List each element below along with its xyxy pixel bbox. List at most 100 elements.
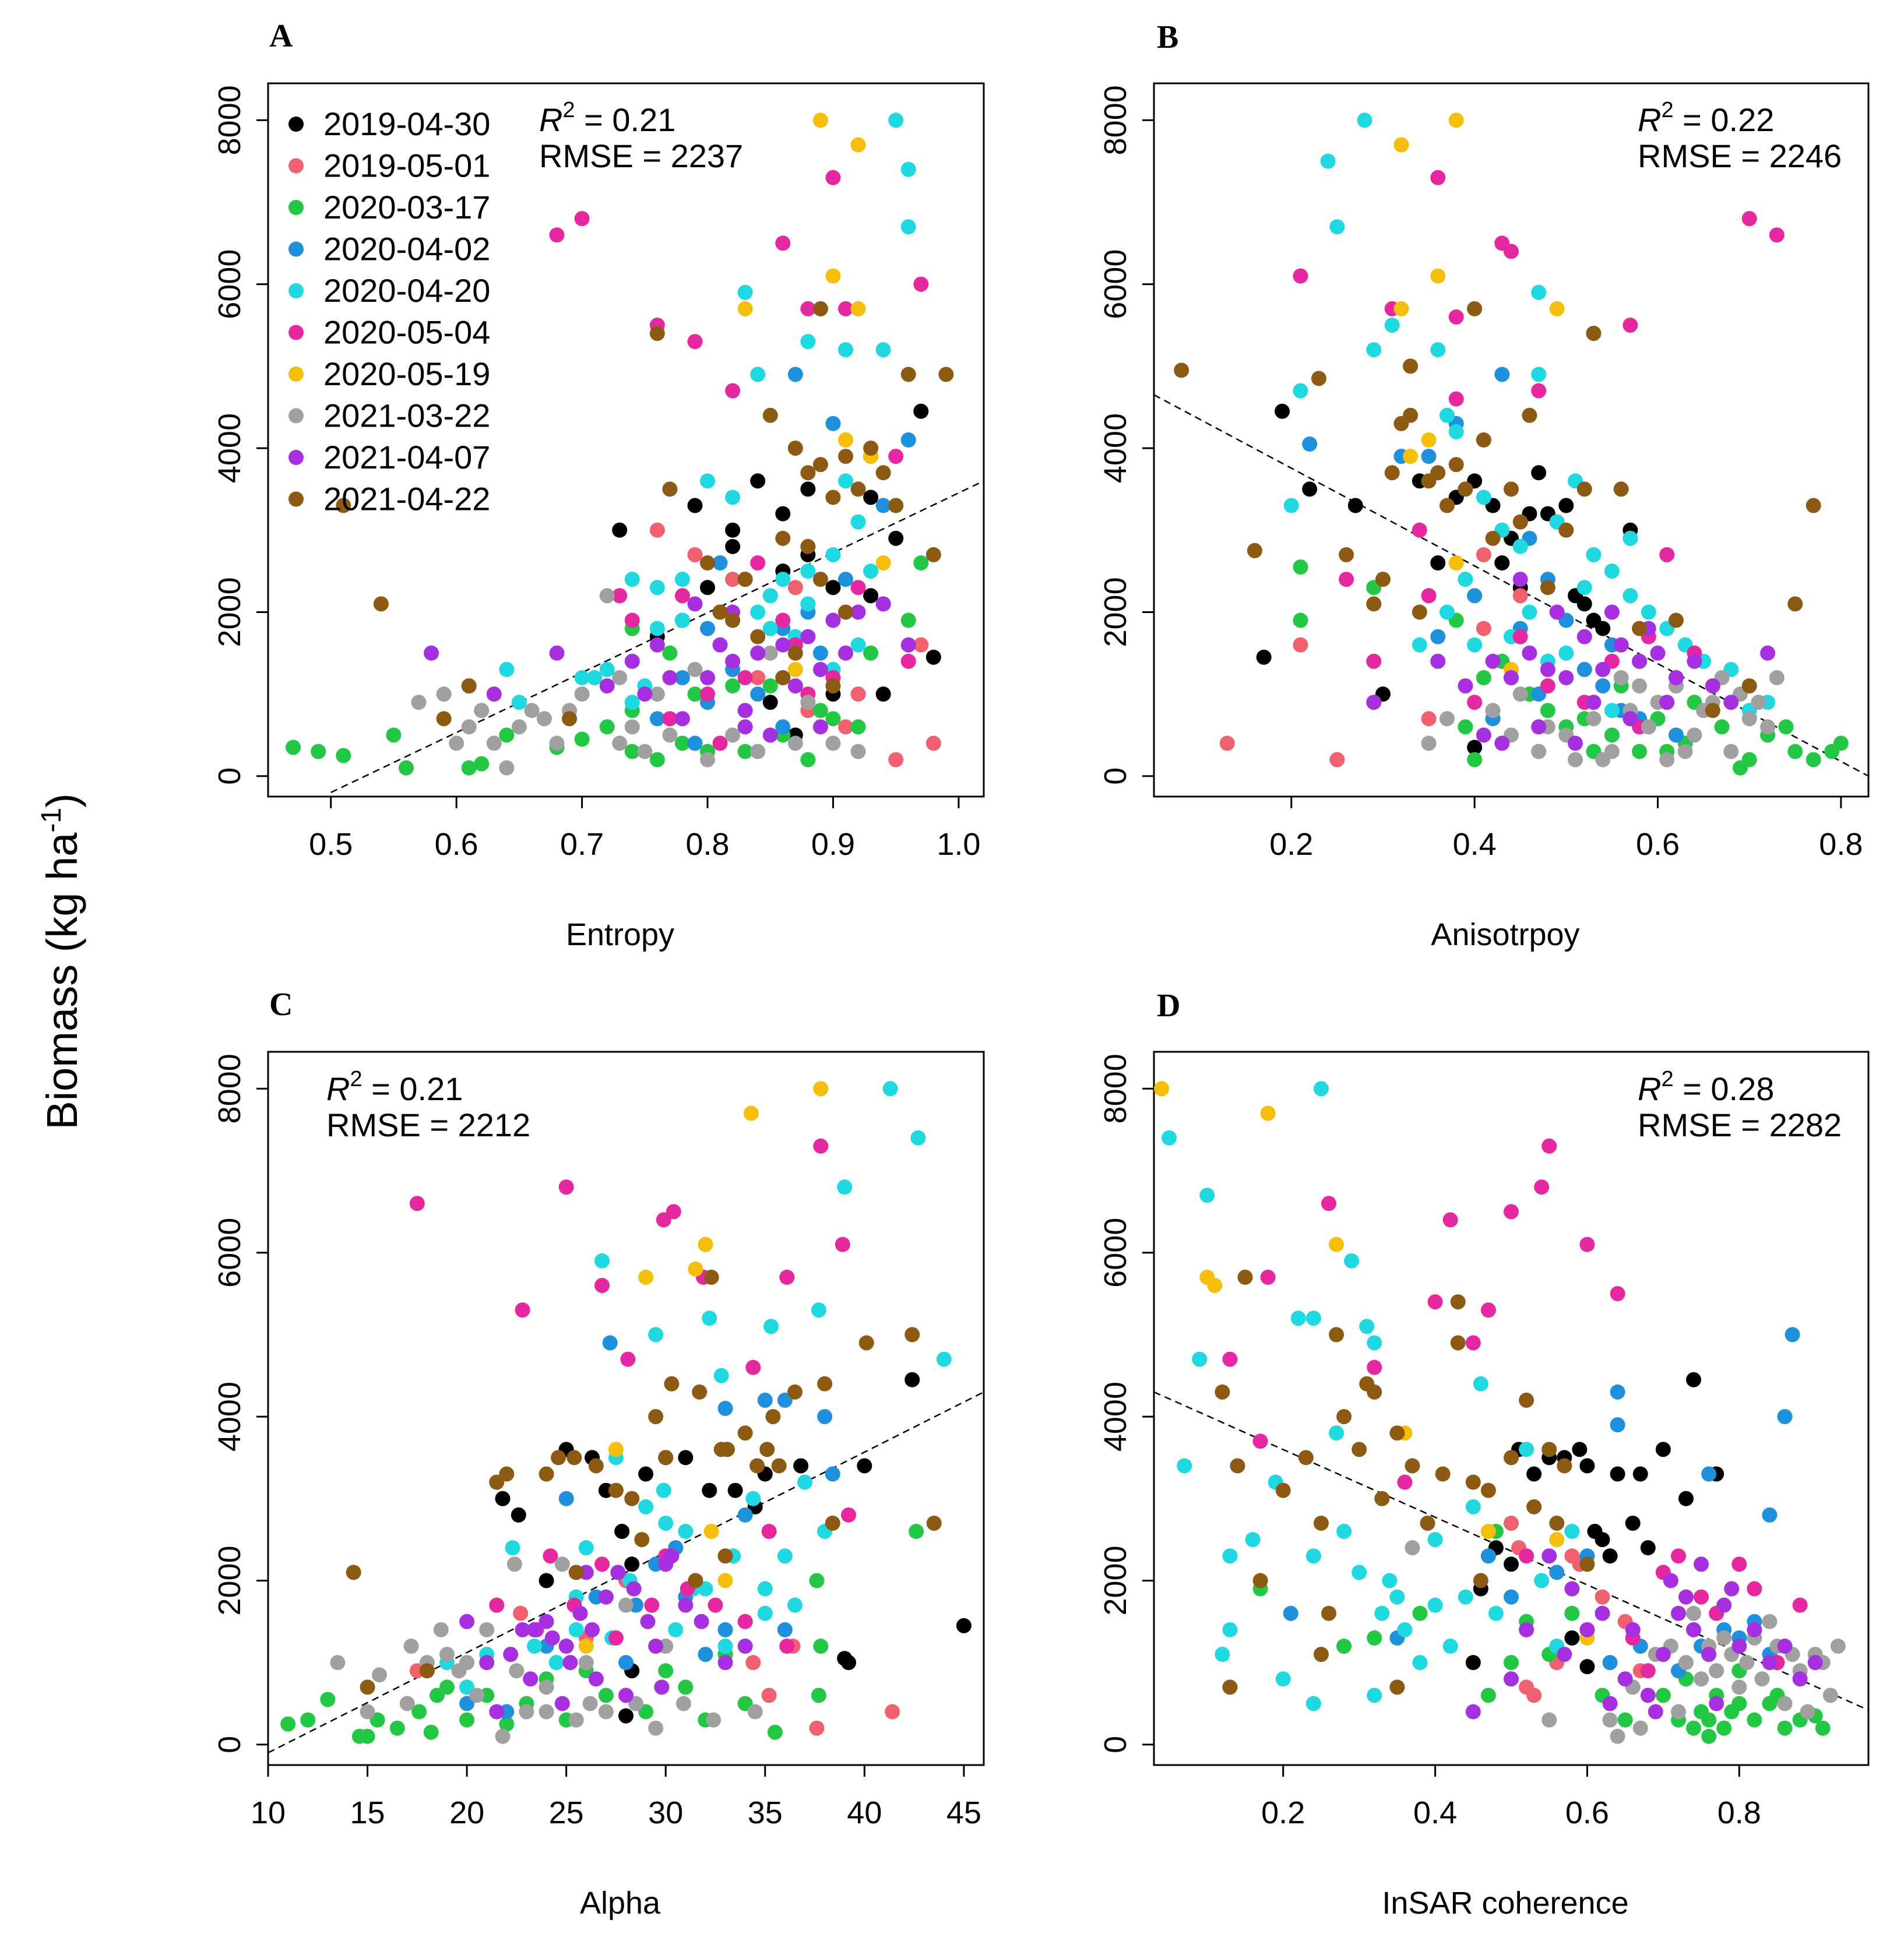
point-2021-04-22 (539, 1466, 554, 1482)
point-2020-04-02 (1467, 588, 1483, 604)
x-tick-label: 35 (748, 1795, 783, 1830)
point-2020-05-04 (813, 1138, 829, 1154)
point-2019-05-01 (745, 1655, 761, 1671)
point-2021-04-22 (905, 1327, 920, 1343)
point-2020-04-02 (1576, 661, 1592, 677)
point-2020-04-20 (1512, 538, 1528, 554)
point-2020-04-02 (602, 1335, 618, 1351)
point-2020-04-20 (837, 1179, 853, 1195)
point-2021-03-22 (762, 645, 778, 661)
point-2021-04-07 (775, 637, 791, 653)
point-2020-05-19 (1448, 555, 1464, 571)
point-2021-04-22 (1613, 481, 1629, 497)
point-2020-04-02 (674, 670, 690, 685)
point-2021-04-07 (1650, 645, 1666, 661)
point-2020-04-02 (1549, 1565, 1565, 1580)
point-2020-03-17 (386, 727, 402, 743)
point-2021-04-07 (1694, 1556, 1709, 1572)
point-2021-04-07 (1465, 1704, 1481, 1720)
point-2021-04-22 (499, 1466, 515, 1482)
point-2020-04-20 (1162, 1130, 1177, 1146)
point-2021-03-22 (637, 744, 653, 759)
point-2020-05-04 (674, 588, 690, 604)
point-2020-03-17 (649, 752, 665, 767)
point-2021-03-22 (1731, 1679, 1747, 1695)
point-2019-05-01 (1476, 621, 1491, 636)
x-tick-label: 0.6 (1636, 827, 1680, 862)
x-tick-label: 45 (946, 1795, 981, 1830)
point-2020-04-02 (825, 415, 841, 431)
point-2020-04-20 (1623, 530, 1638, 546)
point-2021-04-07 (503, 1647, 519, 1662)
legend: 2019-04-30 2019-05-01 2020-03-17 2020-04-02… (288, 105, 490, 517)
point-2021-04-07 (1430, 653, 1446, 669)
point-2020-04-20 (548, 1655, 564, 1671)
point-2021-04-22 (1403, 358, 1419, 374)
point-2021-04-22 (1787, 596, 1803, 612)
point-2020-05-04 (1367, 1359, 1382, 1375)
point-2020-05-04 (737, 1614, 753, 1629)
point-2021-04-07 (637, 686, 653, 702)
point-2020-05-04 (409, 1196, 425, 1211)
point-2020-04-20 (1531, 367, 1547, 382)
point-2021-04-07 (610, 1565, 626, 1580)
point-2019-05-01 (1329, 752, 1345, 767)
point-2021-04-07 (1617, 1671, 1633, 1687)
point-2021-04-22 (750, 629, 766, 644)
point-2021-04-07 (762, 727, 778, 743)
point-2021-04-22 (1450, 1294, 1466, 1310)
point-2021-04-07 (1640, 1688, 1656, 1703)
point-2020-04-20 (1352, 1565, 1367, 1580)
point-2021-03-22 (433, 1622, 449, 1637)
point-2021-04-07 (812, 719, 828, 735)
point-2021-04-22 (765, 1409, 781, 1425)
points-layer (1154, 1081, 1846, 1744)
point-2021-03-22 (1800, 1704, 1815, 1720)
point-2019-04-30 (678, 1450, 694, 1466)
point-2021-04-07 (1731, 1639, 1747, 1654)
legend-label: 2020-04-20 (323, 272, 490, 309)
point-2021-03-22 (330, 1655, 346, 1671)
y-tick-label: 2000 (1098, 1545, 1133, 1615)
y-tick-label: 6000 (1098, 1218, 1133, 1288)
point-2020-04-20 (700, 473, 716, 489)
point-2021-03-22 (675, 1696, 691, 1711)
point-2021-03-22 (612, 670, 628, 685)
point-2020-03-17 (811, 1688, 826, 1703)
point-2021-04-22 (1298, 1450, 1314, 1466)
point-2021-04-07 (1531, 719, 1547, 735)
point-2020-05-04 (1421, 588, 1437, 604)
x-tick-label: 0.8 (685, 827, 729, 862)
point-2020-03-17 (725, 678, 741, 694)
point-2019-05-01 (1421, 711, 1437, 727)
point-2020-05-19 (638, 1269, 654, 1285)
point-2020-04-20 (1215, 1647, 1230, 1662)
point-2020-04-20 (678, 1524, 694, 1540)
point-2020-04-20 (850, 637, 866, 653)
point-2021-04-22 (1557, 1458, 1572, 1474)
point-2020-04-20 (1412, 1655, 1428, 1671)
panel-letter: A (269, 18, 293, 54)
y-axis-title: Biomass (kg ha-1) (36, 793, 86, 1129)
point-2020-04-20 (713, 1368, 729, 1383)
point-2021-04-07 (1613, 637, 1629, 653)
point-2020-03-17 (1412, 1605, 1428, 1621)
point-2020-05-04 (775, 612, 791, 628)
point-2020-05-04 (835, 1237, 850, 1252)
point-2020-03-17 (280, 1716, 296, 1732)
point-2020-05-19 (1549, 301, 1565, 316)
point-2020-05-04 (1480, 1302, 1496, 1318)
point-2021-04-22 (1329, 1327, 1345, 1343)
point-2021-04-22 (566, 1450, 582, 1466)
point-2020-03-17 (813, 1639, 829, 1654)
x-tick-label: 20 (449, 1795, 484, 1830)
point-2021-04-22 (1549, 1515, 1565, 1531)
point-2019-04-30 (837, 1651, 853, 1667)
point-2021-03-22 (372, 1667, 388, 1683)
point-2021-03-22 (539, 1679, 554, 1695)
point-2019-05-01 (913, 637, 929, 653)
panel-a: A 0.5 0.6 0.7 0.8 0.9 1.0 0 2000 4000 6000 8000 Entr… (212, 18, 985, 952)
x-axis-title: Entropy (566, 917, 674, 952)
point-2020-04-02 (838, 572, 854, 587)
point-2021-04-22 (1430, 465, 1446, 481)
